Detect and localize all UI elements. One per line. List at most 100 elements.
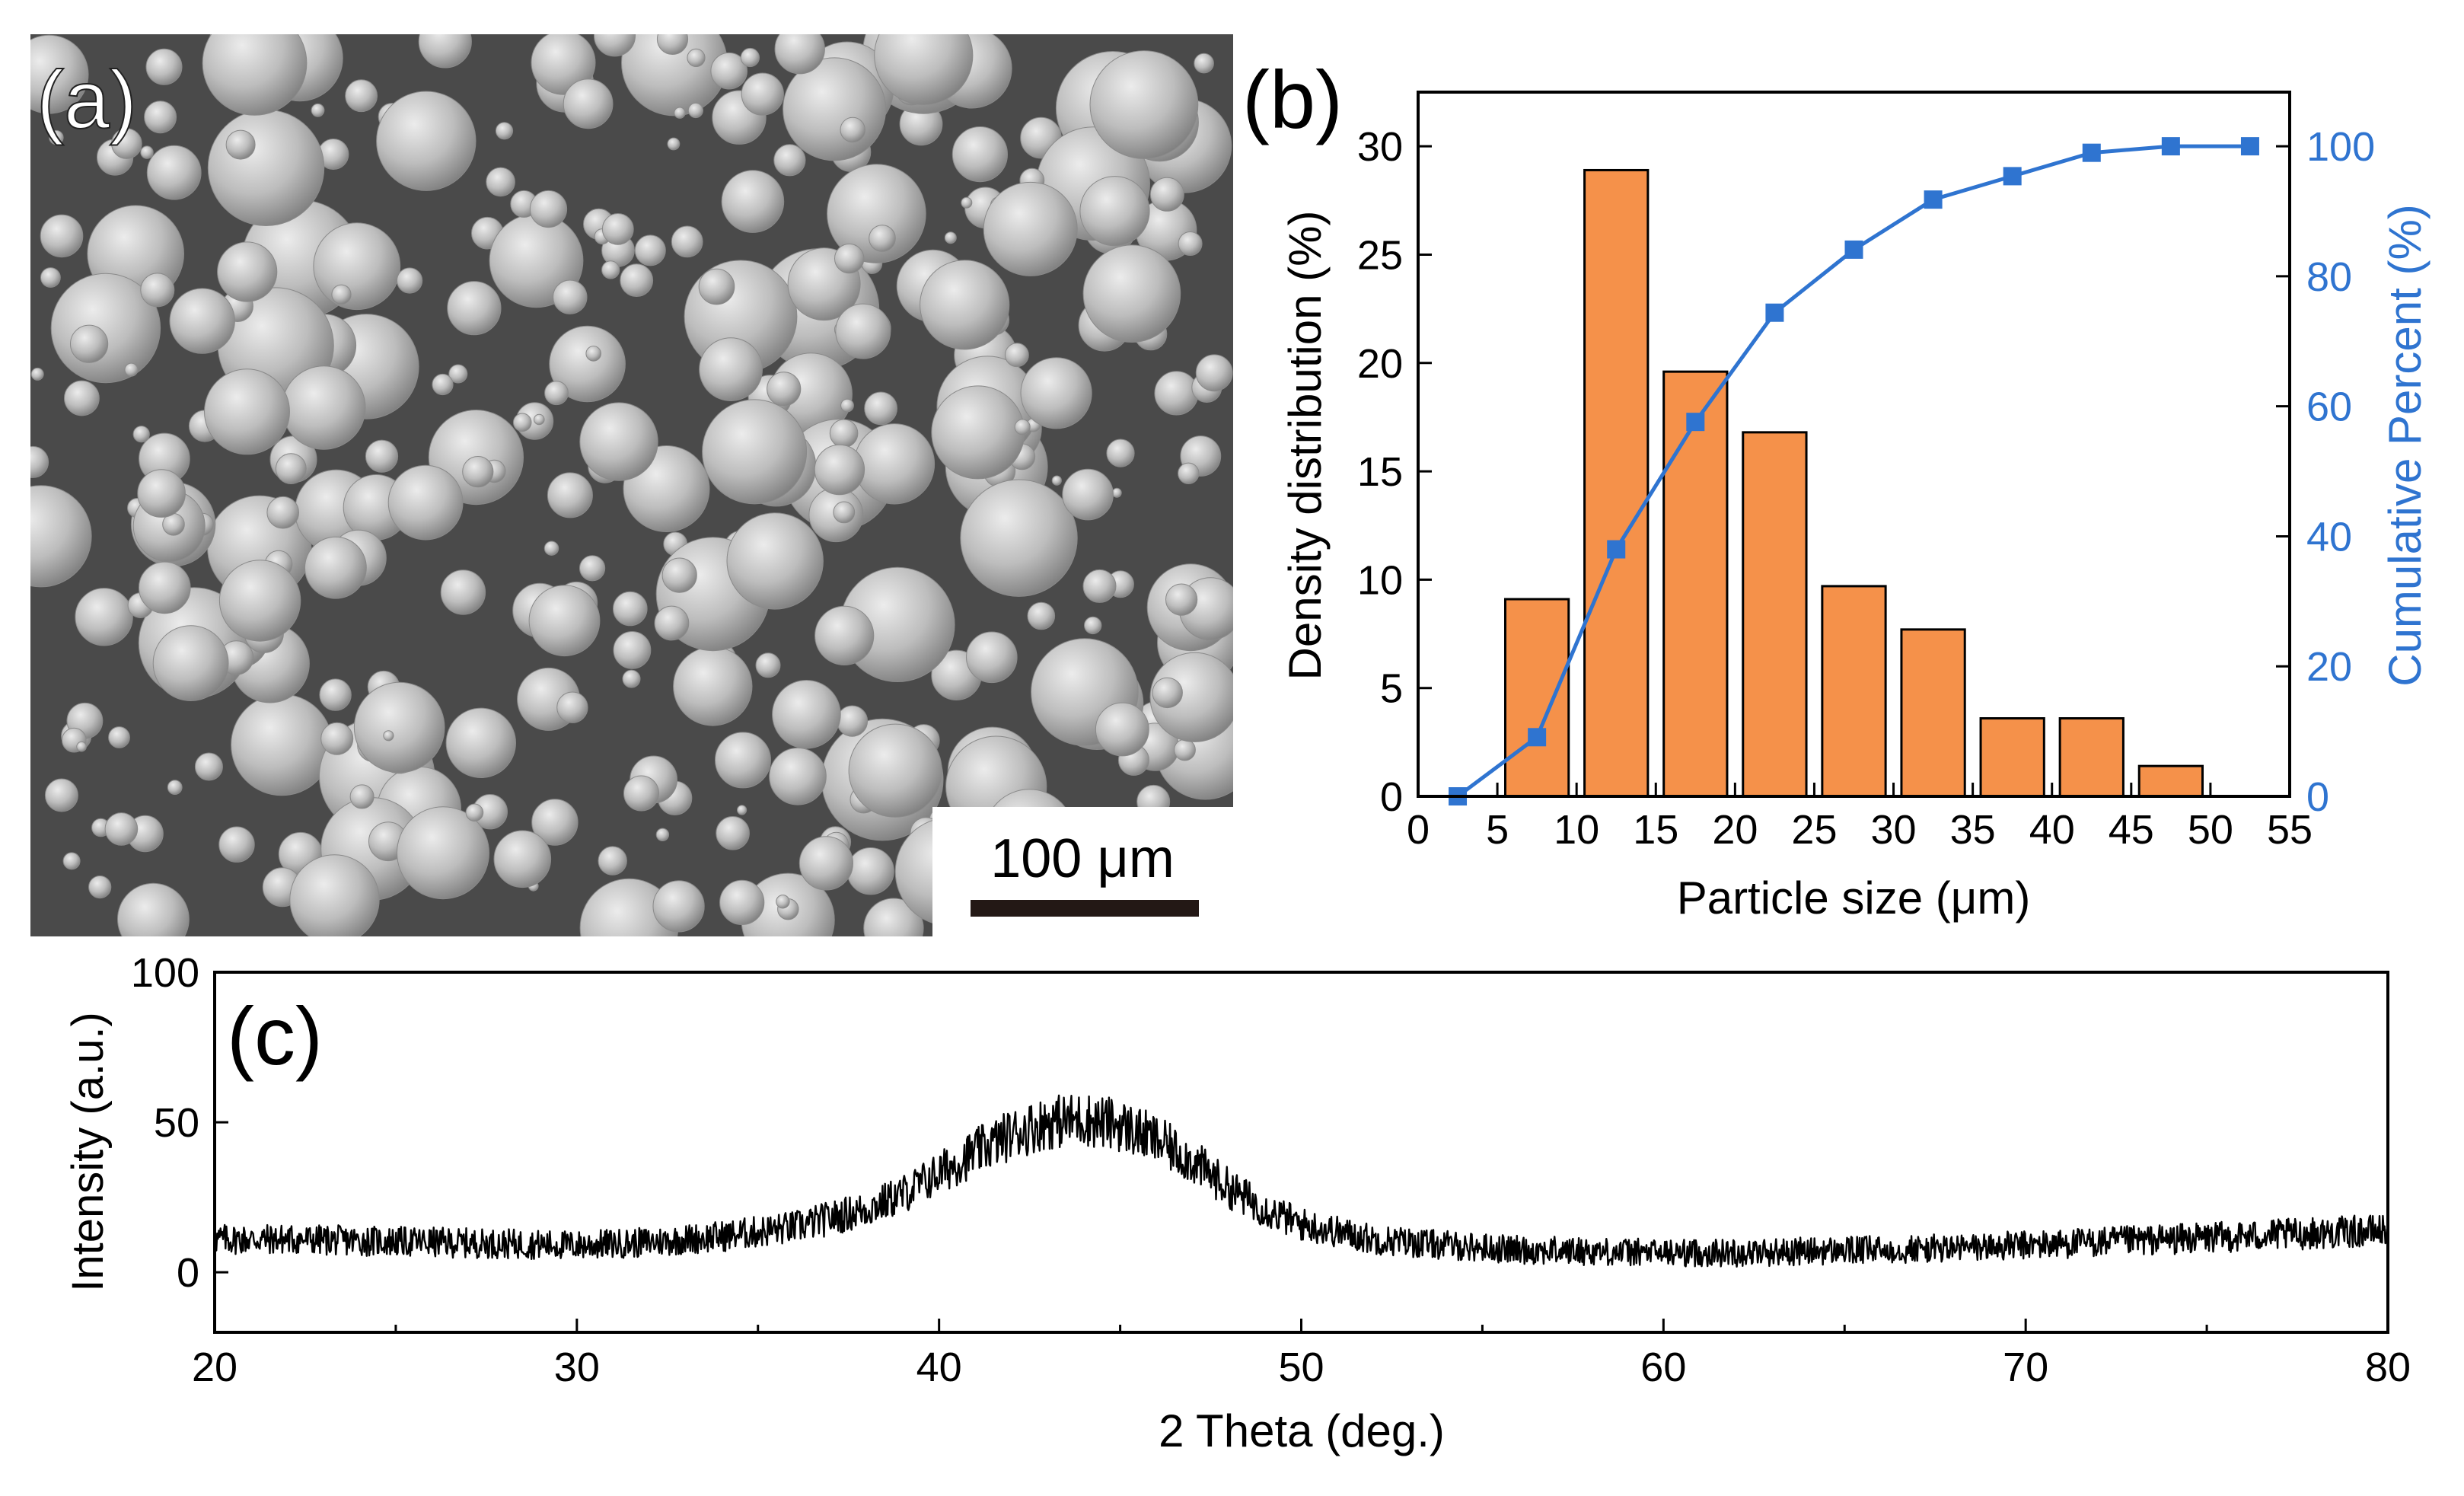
sem-particle (1165, 583, 1198, 616)
sem-particle (397, 267, 423, 294)
sem-particle (814, 444, 865, 496)
sem-particle (88, 876, 112, 899)
sem-particle (1051, 475, 1062, 486)
sem-particle (579, 555, 606, 582)
y-tick-label: 0 (1380, 774, 1403, 820)
sem-particle (737, 805, 747, 815)
sem-particle (111, 128, 142, 159)
sem-particle (655, 828, 670, 842)
x-axis-ticks: 20 30 40 50 60 70 80 (192, 1319, 2411, 1390)
left-y-axis-title: Density distribution (%) (1280, 211, 1331, 681)
sem-particle (1027, 601, 1056, 630)
sem-particle (231, 694, 333, 796)
sem-particle (202, 34, 308, 116)
sem-particle (70, 324, 109, 363)
y-tick-label: 30 (1357, 124, 1403, 170)
y-tick-label: 50 (154, 1100, 199, 1146)
sem-particle (667, 137, 681, 151)
sem-particle (710, 52, 748, 90)
sem-particle (217, 241, 278, 302)
sem-particle (613, 631, 652, 669)
sem-particle (152, 625, 229, 701)
sem-particle (652, 880, 705, 933)
sem-particle (331, 284, 352, 305)
sem-particle (529, 190, 568, 228)
sem-particle (1174, 738, 1196, 761)
sem-particle (282, 365, 366, 450)
sem-particle (218, 826, 255, 863)
sem-particle (654, 605, 690, 641)
sem-particle (40, 214, 84, 258)
sem-particle (104, 812, 139, 846)
sem-particle (848, 723, 942, 818)
sem-particle (699, 337, 763, 402)
panel-b-label: (b) (1242, 53, 1343, 145)
sem-particle (829, 419, 859, 448)
x-tick-label: 25 (1791, 807, 1837, 853)
sem-particle (30, 34, 89, 114)
x-tick-label: 30 (1871, 807, 1917, 853)
y2-tick-label: 20 (2306, 644, 2352, 690)
y2-tick-label: 0 (2306, 774, 2329, 820)
sem-particle (840, 398, 854, 413)
sem-particle (376, 91, 477, 191)
sem-particle (719, 879, 765, 926)
sem-particle (462, 456, 494, 488)
x-tick-label: 30 (554, 1344, 600, 1390)
sem-particle (661, 557, 697, 593)
left-y-axis-ticks: 0 5 10 15 20 25 30 (1357, 124, 1432, 820)
sem-particle (493, 830, 552, 888)
sem-particle (320, 722, 354, 755)
sem-particle (432, 373, 454, 396)
sem-particle (726, 512, 824, 610)
panel-c-label: (c) (227, 990, 323, 1082)
sem-particle (117, 882, 190, 936)
sem-particle (814, 605, 875, 666)
sem-particle (613, 591, 648, 627)
sem-particle (544, 381, 569, 406)
y-tick-label: 100 (131, 950, 199, 996)
sem-particle (767, 372, 802, 407)
sem-particle (1095, 702, 1149, 757)
sem-particle (834, 243, 865, 274)
sem-particle (863, 898, 924, 936)
sem-particle (207, 109, 325, 226)
sem-particle (836, 705, 869, 737)
sem-particle (601, 213, 634, 245)
sem-particle (534, 413, 545, 426)
sem-particle (486, 167, 515, 197)
sem-particle (418, 34, 472, 69)
x-tick-label: 60 (1640, 1344, 1686, 1390)
sem-particle (311, 103, 325, 117)
sem-particle (827, 164, 926, 263)
sem-particle (687, 48, 706, 68)
sem-particle (218, 560, 301, 642)
sem-particle (139, 561, 191, 614)
sem-particle (108, 726, 130, 748)
sem-particle (1082, 569, 1117, 603)
sem-particle (556, 691, 588, 723)
sem-particle (64, 380, 100, 416)
cumulative-point (2082, 143, 2101, 162)
x-tick-label: 35 (1950, 807, 1996, 853)
sem-particle (304, 536, 367, 599)
sem-particle (275, 453, 307, 484)
sem-particle (145, 48, 183, 85)
sem-particle (1089, 50, 1199, 159)
sem-particle (1152, 677, 1183, 709)
sem-particle (1020, 357, 1092, 429)
density-bar (1583, 168, 1650, 798)
x-axis-ticks: 0 5 10 15 20 25 30 35 40 45 50 55 (1407, 783, 2313, 853)
sem-particle (623, 775, 659, 812)
sem-particle (931, 385, 1025, 480)
size-distribution-chart: 0 5 10 15 20 25 30 35 40 45 50 55 0 5 10 15 20 25 30 0 20 4… (1242, 53, 2431, 923)
sem-particle (547, 472, 593, 518)
sem-particle (598, 846, 627, 876)
sem-particle (671, 225, 703, 258)
y2-tick-label: 40 (2306, 514, 2352, 560)
sem-particle (951, 126, 1009, 183)
sem-particle (698, 268, 735, 305)
y-tick-label: 0 (177, 1250, 199, 1296)
sem-particle (1149, 177, 1184, 212)
sem-particle (835, 303, 891, 359)
